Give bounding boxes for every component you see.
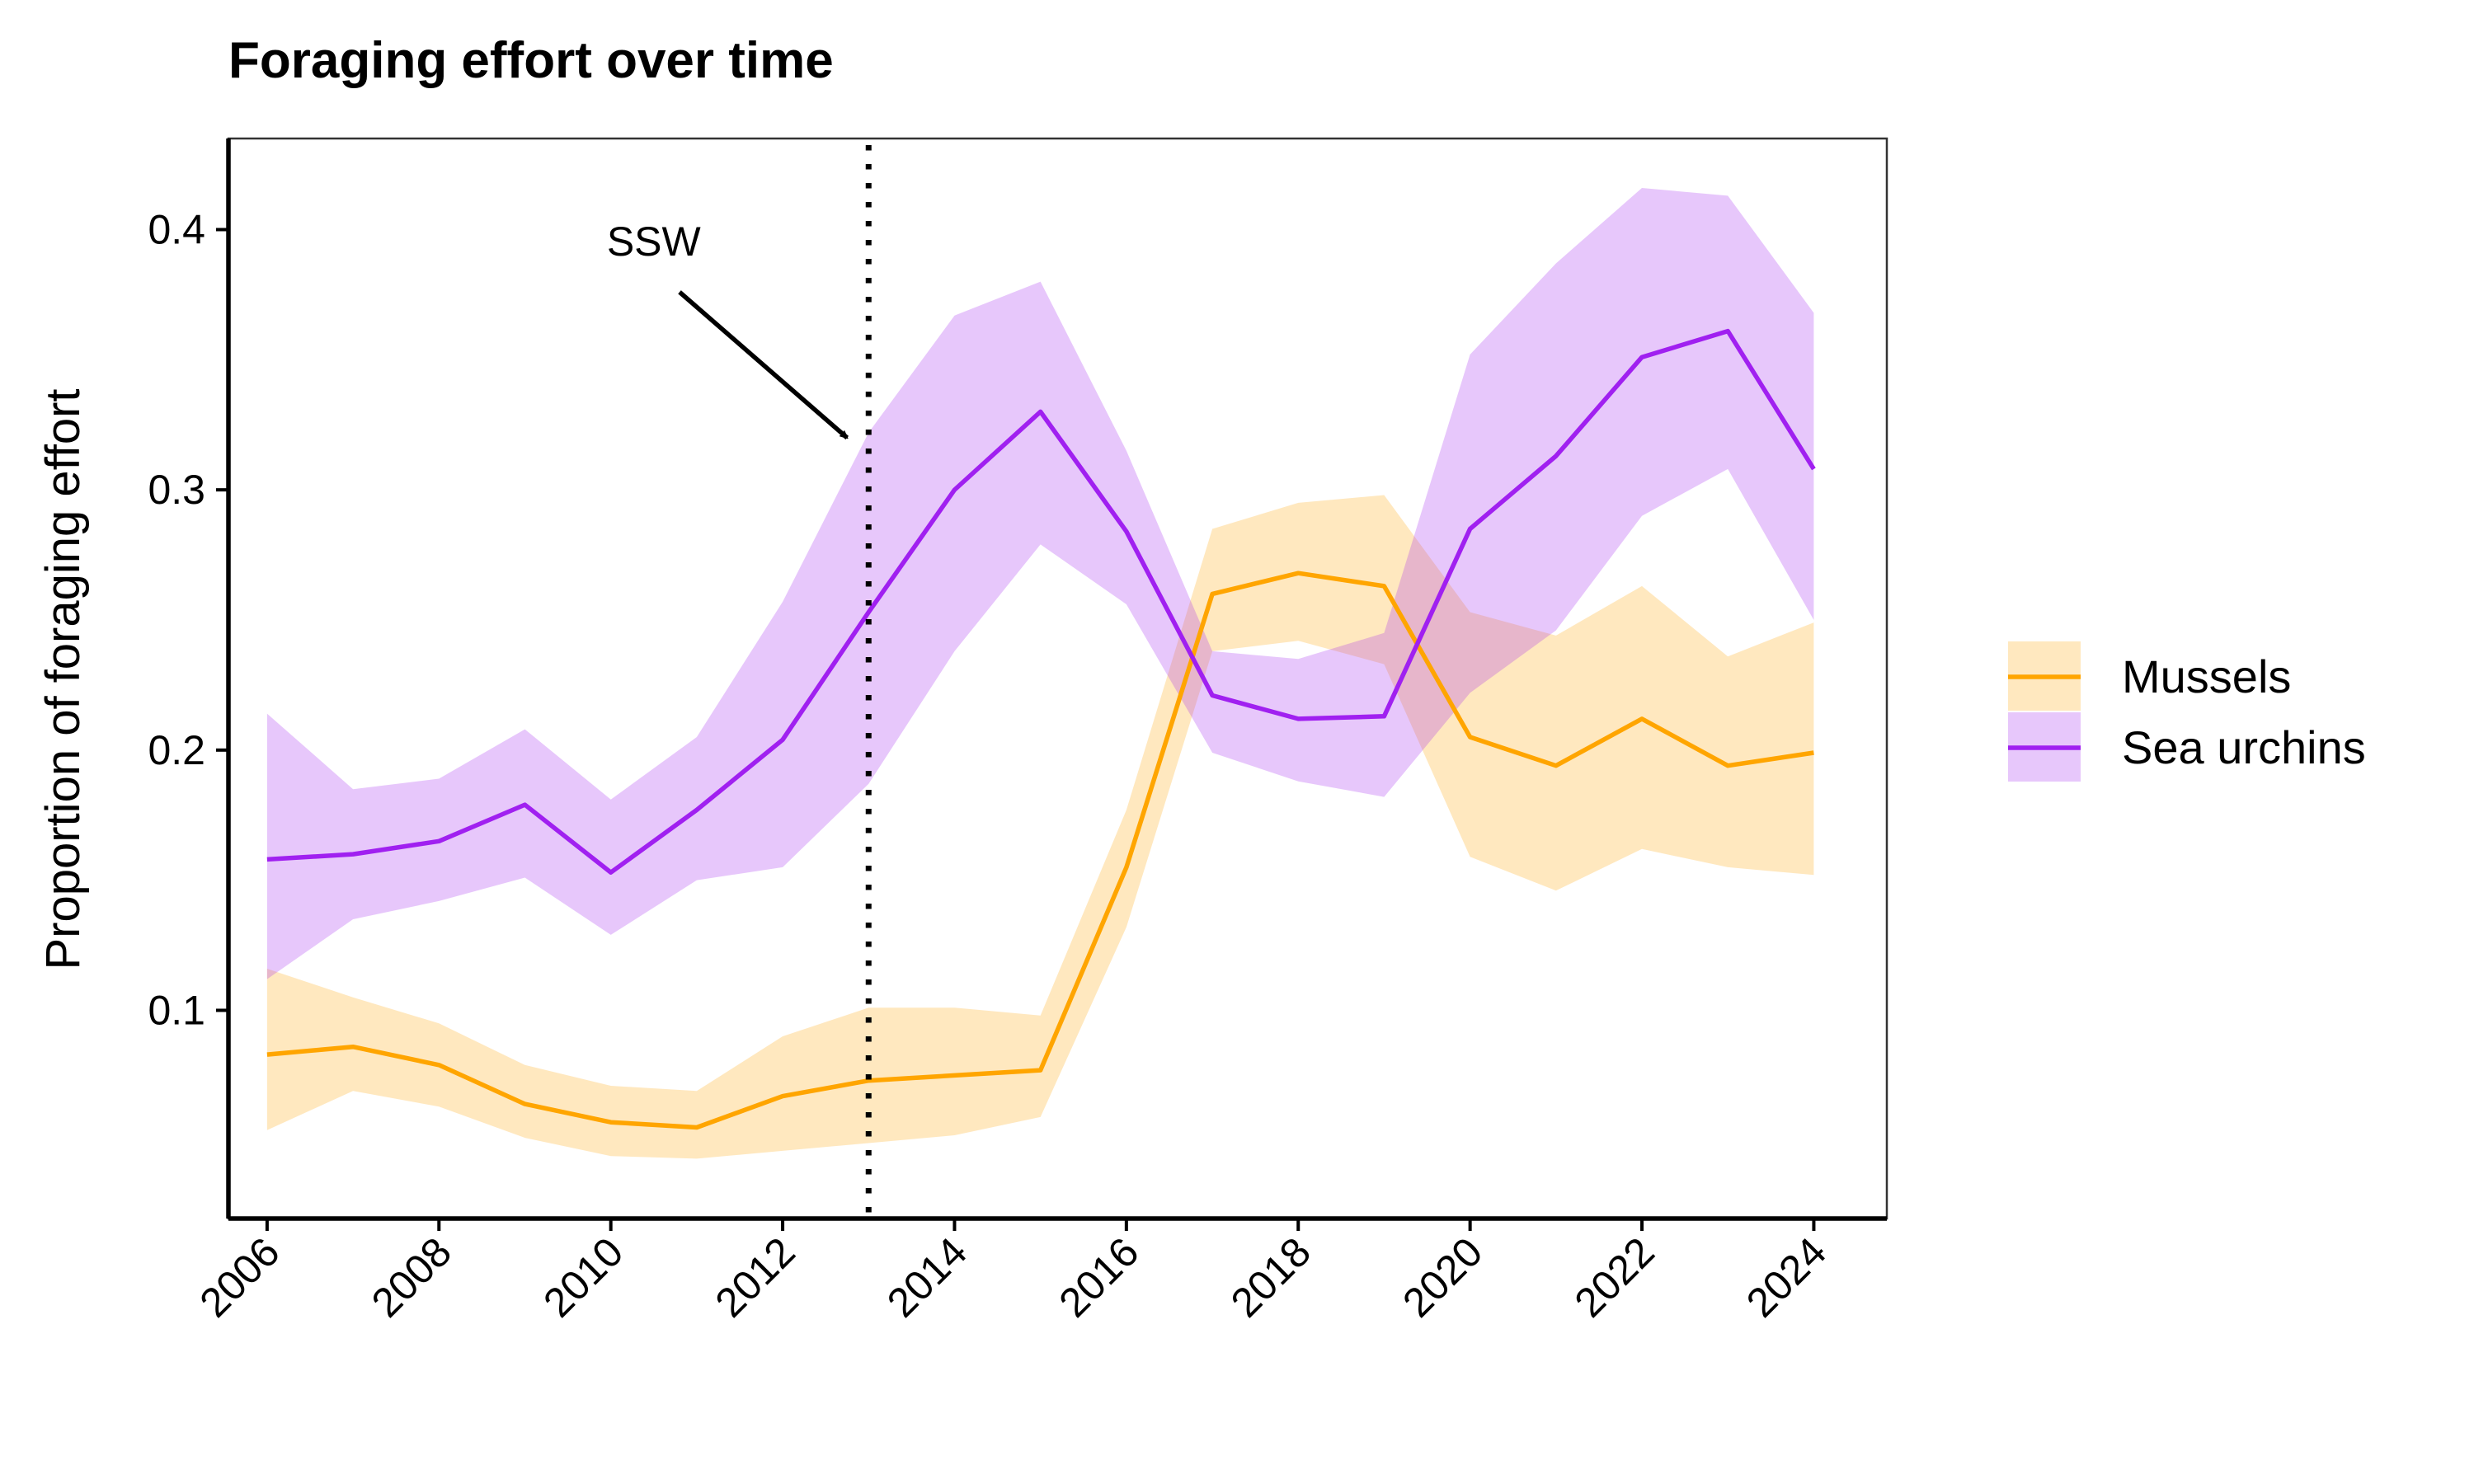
annotation-arrow [678,290,847,440]
series-line-1 [266,328,1816,875]
ribbon-1 [266,188,1814,979]
x-tick-label: 2012 [707,1228,804,1326]
confidence-ribbons [266,188,1814,1159]
x-tick-label: 2024 [1738,1228,1835,1326]
x-tick-label: 2016 [1050,1228,1147,1326]
legend-label: Sea urchins [2122,721,2366,773]
chart-title: Foraging effort over time [228,32,834,89]
x-tick-label: 2008 [363,1228,460,1326]
legend-label: Mussels [2122,650,2291,702]
x-tick-label: 2006 [190,1228,288,1326]
series-line-0 [266,571,1814,1130]
x-tick-label: 2010 [534,1228,632,1326]
y-tick-label: 0.3 [148,467,205,513]
legend: Mussels Sea urchins [2008,641,2366,782]
x-tick-label: 2022 [1566,1228,1663,1326]
annotation-label: SSW [607,218,702,265]
x-tick-label: 2020 [1394,1228,1491,1326]
y-tick-label: 0.1 [148,987,205,1033]
series-lines [266,328,1816,1130]
y-tick-label: 0.2 [148,727,205,773]
x-tick-label: 2014 [878,1228,976,1326]
y-tick-label: 0.4 [148,206,205,252]
annotations: SSW [607,145,872,1214]
y-axis-label: Proportion of foraging effort [36,388,90,970]
x-tick-label: 2018 [1222,1228,1319,1326]
